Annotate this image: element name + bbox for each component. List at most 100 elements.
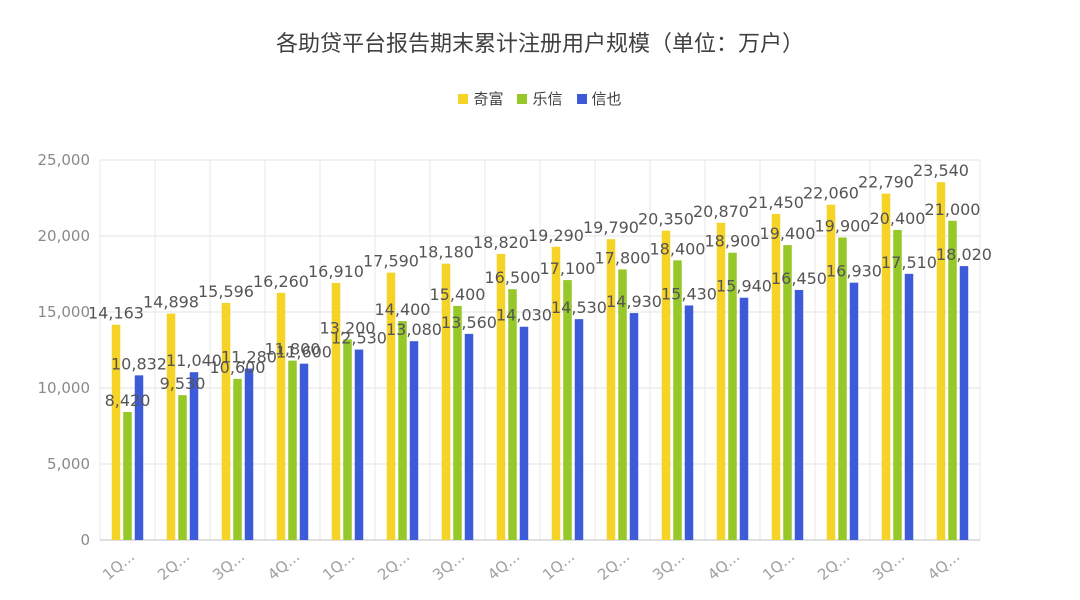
bar-qifu[interactable]	[386, 272, 396, 540]
bar-lexin[interactable]	[233, 378, 242, 540]
bar-lexin[interactable]	[673, 260, 682, 540]
legend-item-lexin[interactable]: 乐信	[517, 88, 563, 109]
bar-xinye[interactable]	[299, 363, 309, 540]
x-tick-label: 2Q...	[594, 547, 633, 584]
bar-xinye[interactable]	[519, 326, 529, 540]
data-label: 21,450	[748, 193, 804, 212]
x-tick-label: 1Q...	[539, 547, 578, 584]
data-label: 20,870	[693, 202, 749, 221]
bar-lexin[interactable]	[178, 395, 187, 540]
data-label: 16,450	[771, 269, 827, 288]
legend-item-qifu[interactable]: 奇富	[458, 88, 503, 109]
x-tick-label: 3Q...	[869, 547, 908, 584]
data-label: 20,350	[638, 210, 694, 229]
bar-xinye[interactable]	[959, 266, 969, 540]
bar-xinye[interactable]	[464, 333, 474, 540]
data-label: 17,100	[540, 259, 596, 278]
bar-qifu[interactable]	[441, 263, 451, 540]
data-label: 10,600	[210, 358, 266, 377]
x-tick-label: 4Q...	[704, 547, 743, 584]
bar-xinye[interactable]	[849, 282, 859, 540]
legend-item-xinye[interactable]: 信也	[576, 88, 622, 109]
x-tick-label: 4Q...	[924, 547, 963, 584]
data-label: 11,800	[265, 340, 321, 359]
x-tick-label: 2Q...	[814, 547, 853, 584]
bar-qifu[interactable]	[166, 313, 176, 540]
bar-lexin[interactable]	[838, 237, 847, 540]
data-label: 8,420	[105, 391, 151, 410]
data-label: 20,400	[870, 209, 926, 228]
data-label: 15,596	[198, 282, 254, 301]
data-label: 16,930	[826, 262, 882, 281]
x-tick-label: 3Q...	[649, 547, 688, 584]
bar-lexin[interactable]	[508, 289, 517, 540]
data-label: 19,290	[528, 226, 584, 245]
data-label: 18,400	[650, 239, 706, 258]
data-label: 13,200	[320, 318, 376, 337]
bar-xinye[interactable]	[739, 297, 749, 540]
y-tick-label: 10,000	[38, 379, 91, 397]
data-label: 14,030	[496, 306, 552, 325]
data-label: 11,280	[221, 348, 277, 367]
bar-qifu[interactable]	[826, 204, 836, 541]
legend: 奇富 乐信 信也	[0, 88, 1080, 109]
bar-lexin[interactable]	[398, 321, 407, 540]
data-label: 21,000	[925, 200, 981, 219]
data-label: 13,560	[441, 313, 497, 332]
bar-xinye[interactable]	[794, 289, 804, 540]
x-tick-label: 4Q...	[484, 547, 523, 584]
chart-title: 各助贷平台报告期末累计注册用户规模（单位：万户）	[275, 32, 804, 57]
data-label: 11,040	[166, 351, 222, 370]
bar-qifu[interactable]	[331, 282, 341, 540]
bar-lexin[interactable]	[343, 339, 352, 540]
bar-lexin[interactable]	[563, 280, 572, 540]
bar-xinye[interactable]	[574, 319, 584, 540]
bar-qifu[interactable]	[881, 193, 891, 541]
data-label: 19,400	[760, 224, 816, 243]
bar-xinye[interactable]	[134, 375, 144, 540]
bar-xinye[interactable]	[684, 305, 694, 540]
bar-qifu[interactable]	[496, 253, 506, 540]
x-tick-label: 1Q...	[759, 547, 798, 584]
bar-qifu[interactable]	[661, 230, 671, 540]
bar-qifu[interactable]	[111, 324, 121, 540]
y-tick-label: 0	[80, 531, 90, 549]
legend-swatch-lexin	[517, 93, 528, 104]
x-tick-label: 4Q...	[264, 547, 303, 584]
bar-xinye[interactable]	[189, 372, 199, 540]
bar-xinye[interactable]	[354, 349, 364, 540]
bar-qifu[interactable]	[936, 182, 946, 540]
bar-lexin[interactable]	[893, 229, 902, 541]
bar-lexin[interactable]	[288, 360, 297, 540]
bar-xinye[interactable]	[629, 313, 639, 540]
bar-qifu[interactable]	[606, 239, 616, 540]
bar-lexin[interactable]	[783, 245, 792, 540]
bar-lexin[interactable]	[728, 252, 737, 540]
bar-xinye[interactable]	[904, 273, 914, 540]
x-tick-label: 2Q...	[374, 547, 413, 584]
bar-qifu[interactable]	[771, 213, 781, 540]
bar-qifu[interactable]	[716, 222, 726, 540]
bar-xinye[interactable]	[409, 341, 419, 540]
bar-lexin[interactable]	[123, 412, 132, 540]
bar-qifu[interactable]	[551, 246, 561, 541]
bar-lexin[interactable]	[618, 269, 627, 540]
data-label: 10,832	[111, 354, 167, 373]
data-label: 19,790	[583, 218, 639, 237]
data-label: 17,590	[363, 252, 419, 271]
data-label: 9,530	[160, 374, 206, 393]
legend-label-xinye: 信也	[591, 90, 622, 108]
legend-swatch-qifu	[458, 93, 469, 104]
bar-xinye[interactable]	[244, 368, 254, 540]
data-label: 15,430	[661, 284, 717, 303]
y-tick-label: 5,000	[47, 455, 90, 473]
bar-lexin[interactable]	[453, 305, 462, 540]
bar-qifu[interactable]	[221, 302, 231, 540]
bar-lexin[interactable]	[948, 220, 957, 541]
data-label: 18,020	[936, 245, 992, 264]
data-label: 17,510	[881, 253, 937, 272]
data-label: 16,260	[253, 272, 309, 291]
bar-qifu[interactable]	[276, 292, 286, 540]
